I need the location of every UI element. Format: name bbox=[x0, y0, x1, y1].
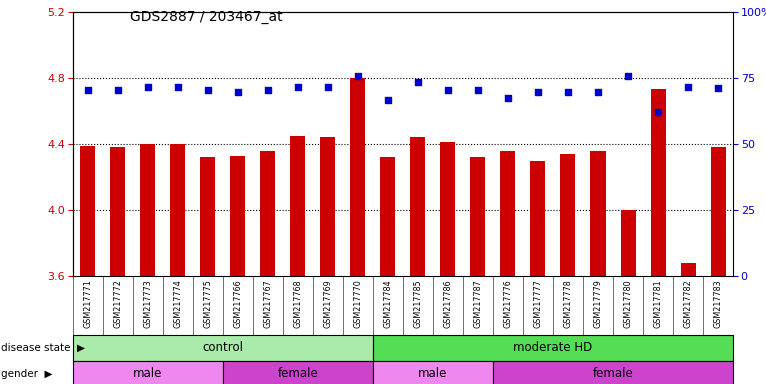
Text: male: male bbox=[133, 367, 162, 381]
Point bbox=[142, 84, 154, 90]
Text: GSM217768: GSM217768 bbox=[293, 280, 303, 328]
Point bbox=[201, 87, 214, 93]
Bar bbox=[500, 151, 516, 276]
Text: GSM217783: GSM217783 bbox=[714, 280, 722, 328]
Bar bbox=[170, 144, 185, 276]
Bar bbox=[680, 263, 696, 276]
Point bbox=[352, 73, 364, 79]
Point bbox=[532, 89, 544, 95]
Text: GSM217781: GSM217781 bbox=[653, 280, 663, 328]
Bar bbox=[290, 136, 306, 276]
Bar bbox=[411, 137, 425, 276]
Bar bbox=[591, 151, 605, 276]
Text: GSM217785: GSM217785 bbox=[414, 280, 422, 328]
Point bbox=[172, 84, 184, 90]
Bar bbox=[711, 147, 725, 276]
Bar bbox=[650, 89, 666, 276]
Point bbox=[292, 84, 304, 90]
Text: control: control bbox=[202, 341, 244, 354]
Point bbox=[652, 109, 664, 115]
Text: GSM217766: GSM217766 bbox=[234, 280, 242, 328]
Point bbox=[322, 84, 334, 90]
Text: GSM217773: GSM217773 bbox=[143, 280, 152, 328]
Text: male: male bbox=[418, 367, 447, 381]
Bar bbox=[531, 161, 545, 276]
Bar bbox=[440, 142, 456, 276]
Text: gender  ▶: gender ▶ bbox=[1, 369, 52, 379]
Text: GSM217774: GSM217774 bbox=[173, 280, 182, 328]
Text: GSM217782: GSM217782 bbox=[683, 280, 692, 328]
Text: GSM217777: GSM217777 bbox=[533, 280, 542, 328]
Text: female: female bbox=[593, 367, 633, 381]
Bar bbox=[381, 157, 395, 276]
Point bbox=[562, 89, 574, 95]
Text: GSM217779: GSM217779 bbox=[594, 280, 603, 328]
Point bbox=[502, 94, 514, 101]
Text: GSM217769: GSM217769 bbox=[323, 280, 332, 328]
Bar bbox=[620, 210, 636, 276]
Text: GSM217770: GSM217770 bbox=[353, 280, 362, 328]
Point bbox=[622, 73, 634, 79]
Bar bbox=[201, 157, 215, 276]
Bar bbox=[470, 157, 486, 276]
Point bbox=[231, 89, 244, 95]
Bar bbox=[80, 146, 95, 276]
Bar bbox=[561, 154, 575, 276]
Text: GSM217786: GSM217786 bbox=[444, 280, 453, 328]
Bar bbox=[373, 361, 493, 384]
Bar bbox=[320, 137, 336, 276]
Text: disease state  ▶: disease state ▶ bbox=[1, 343, 85, 353]
Text: GSM217780: GSM217780 bbox=[624, 280, 633, 328]
Point bbox=[442, 87, 454, 93]
Text: GSM217784: GSM217784 bbox=[384, 280, 392, 328]
Bar bbox=[73, 361, 223, 384]
Bar bbox=[231, 156, 245, 276]
Bar bbox=[373, 335, 733, 361]
Bar bbox=[73, 335, 373, 361]
Text: GSM217778: GSM217778 bbox=[564, 280, 572, 328]
Bar bbox=[110, 147, 126, 276]
Text: GSM217771: GSM217771 bbox=[83, 280, 92, 328]
Point bbox=[82, 87, 94, 93]
Bar bbox=[223, 361, 373, 384]
Bar bbox=[350, 78, 365, 276]
Text: female: female bbox=[277, 367, 318, 381]
Text: GSM217775: GSM217775 bbox=[203, 280, 212, 328]
Text: GSM217767: GSM217767 bbox=[264, 280, 273, 328]
Point bbox=[592, 89, 604, 95]
Text: GSM217787: GSM217787 bbox=[473, 280, 483, 328]
Point bbox=[112, 87, 124, 93]
Point bbox=[381, 97, 394, 103]
Point bbox=[682, 84, 694, 90]
Text: GSM217776: GSM217776 bbox=[503, 280, 512, 328]
Point bbox=[472, 87, 484, 93]
Point bbox=[712, 85, 724, 91]
Bar bbox=[260, 151, 275, 276]
Text: GDS2887 / 203467_at: GDS2887 / 203467_at bbox=[130, 10, 283, 23]
Text: moderate HD: moderate HD bbox=[513, 341, 593, 354]
Text: GSM217772: GSM217772 bbox=[113, 280, 123, 328]
Bar bbox=[140, 144, 155, 276]
Point bbox=[412, 79, 424, 85]
Bar bbox=[493, 361, 733, 384]
Point bbox=[262, 87, 274, 93]
